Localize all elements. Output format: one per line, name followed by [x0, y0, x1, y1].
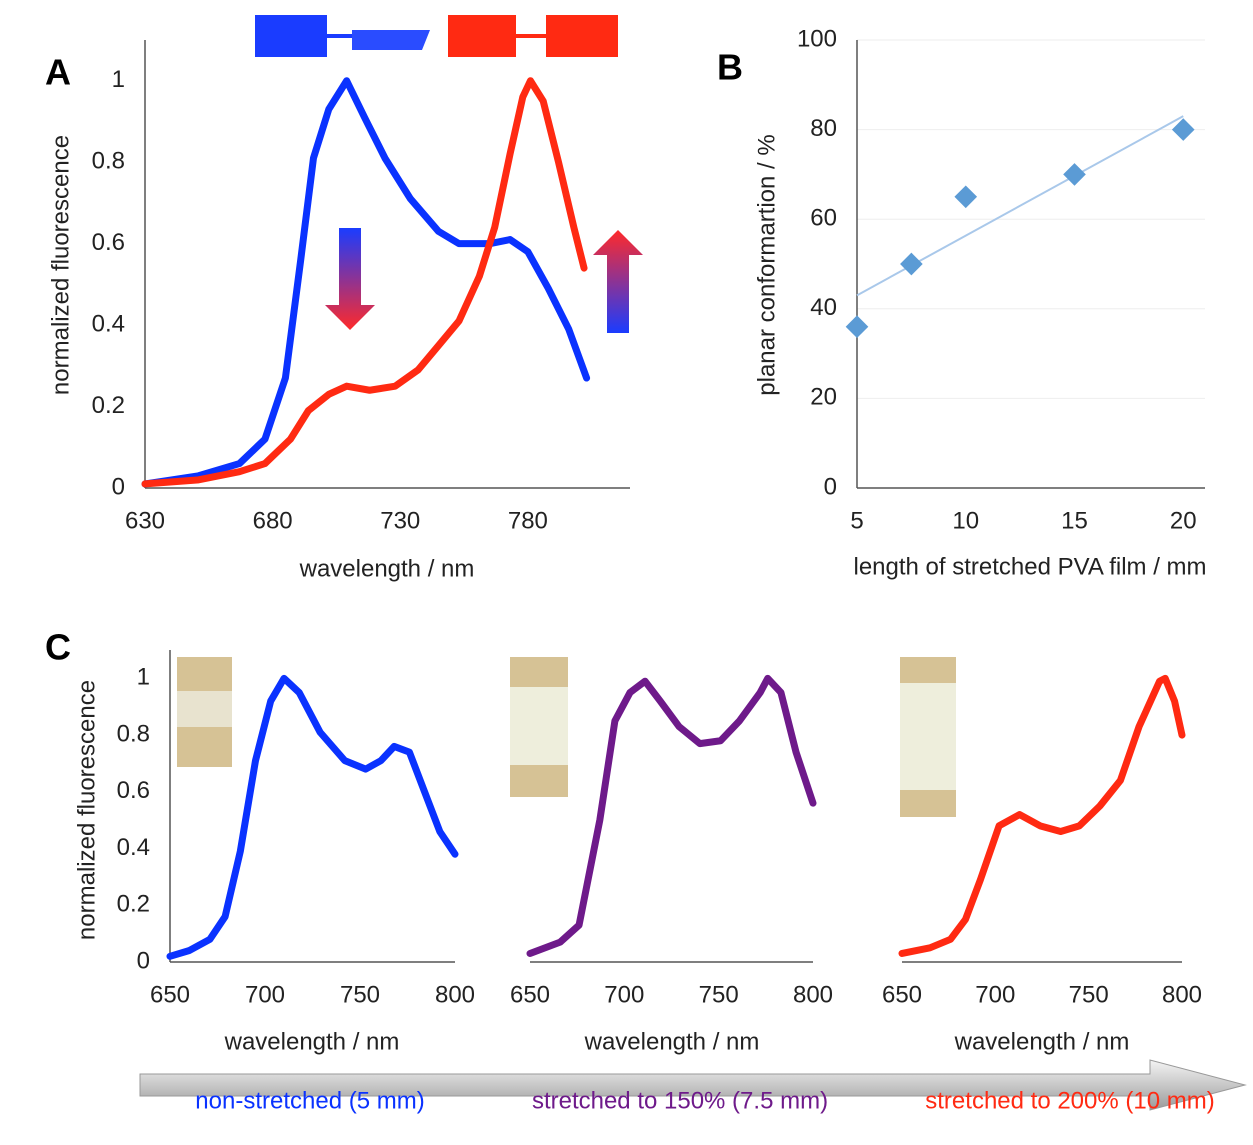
- x-tick-label: 780: [508, 507, 548, 534]
- y-tick-label: 100: [797, 25, 837, 52]
- x-tick-label: 650: [510, 981, 550, 1008]
- spectrum-line: [166, 674, 459, 960]
- x-axis-label: length of stretched PVA film / mm: [853, 553, 1206, 580]
- x-tick-label: 20: [1170, 507, 1197, 534]
- spectrum-line: [141, 77, 588, 488]
- x-tick-label: 730: [380, 507, 420, 534]
- y-tick-label: 1: [112, 66, 125, 93]
- x-tick-label: 630: [125, 507, 165, 534]
- y-tick-label: 0.8: [92, 148, 125, 175]
- y-tick-label: 40: [810, 294, 837, 321]
- y-tick-label: 0.4: [92, 310, 125, 337]
- condition-caption: stretched to 150% (7.5 mm): [532, 1087, 828, 1114]
- y-tick-label: 0: [137, 947, 150, 974]
- film-photos: [177, 657, 956, 817]
- x-tick-label: 680: [253, 507, 293, 534]
- y-tick-label: 80: [810, 115, 837, 142]
- data-point: [954, 185, 978, 209]
- data-point: [1063, 163, 1086, 186]
- y-axis-label: normalized fluorescence: [73, 680, 100, 940]
- y-tick-label: 0: [824, 473, 837, 500]
- y-tick-label: 60: [810, 205, 837, 232]
- y-tick-label: 0.2: [117, 891, 150, 918]
- x-tick-label: 700: [975, 981, 1015, 1008]
- data-point: [1171, 118, 1195, 141]
- x-tick-label: 650: [882, 981, 922, 1008]
- spectrum-line: [898, 674, 1186, 957]
- y-tick-label: 0.6: [92, 229, 125, 256]
- data-point: [900, 252, 923, 276]
- panel-label: A: [45, 52, 71, 93]
- y-tick-label: 0.4: [117, 834, 150, 861]
- trend-arrows: [325, 228, 643, 333]
- y-tick-label: 1: [137, 664, 150, 691]
- spectrum-line: [141, 77, 591, 488]
- x-axis-label: wavelength / nm: [299, 555, 475, 582]
- condition-caption: non-stretched (5 mm): [195, 1087, 424, 1114]
- x-tick-label: 650: [150, 981, 190, 1008]
- x-axis-label: wavelength / nm: [584, 1028, 760, 1055]
- stretch-arrow: [139, 1059, 1247, 1111]
- x-tick-label: 5: [850, 507, 863, 534]
- x-tick-label: 800: [793, 981, 833, 1008]
- x-axis-label: wavelength / nm: [954, 1028, 1130, 1055]
- y-tick-label: 0: [112, 473, 125, 500]
- x-tick-label: 700: [245, 981, 285, 1008]
- condition-caption: stretched to 200% (10 mm): [925, 1087, 1214, 1114]
- y-tick-label: 0.6: [117, 777, 150, 804]
- panel-label: C: [45, 627, 71, 668]
- y-axis-label: planar conformartion / %: [753, 134, 780, 395]
- y-tick-label: 0.2: [92, 392, 125, 419]
- y-axis-label: normalized fluorescence: [47, 135, 74, 395]
- x-tick-label: 10: [952, 507, 979, 534]
- panel-label: B: [717, 47, 743, 88]
- x-axis-label: wavelength / nm: [224, 1028, 400, 1055]
- x-tick-label: 15: [1061, 507, 1088, 534]
- y-tick-label: 20: [810, 384, 837, 411]
- x-tick-label: 700: [604, 981, 644, 1008]
- x-tick-label: 800: [1162, 981, 1202, 1008]
- y-tick-label: 0.8: [117, 720, 150, 747]
- spectrum-line: [526, 674, 817, 957]
- molecule-icons: [255, 15, 618, 57]
- x-tick-label: 750: [1069, 981, 1109, 1008]
- x-tick-label: 800: [435, 981, 475, 1008]
- x-tick-label: 750: [340, 981, 380, 1008]
- data-point: [845, 315, 869, 339]
- x-tick-label: 750: [699, 981, 739, 1008]
